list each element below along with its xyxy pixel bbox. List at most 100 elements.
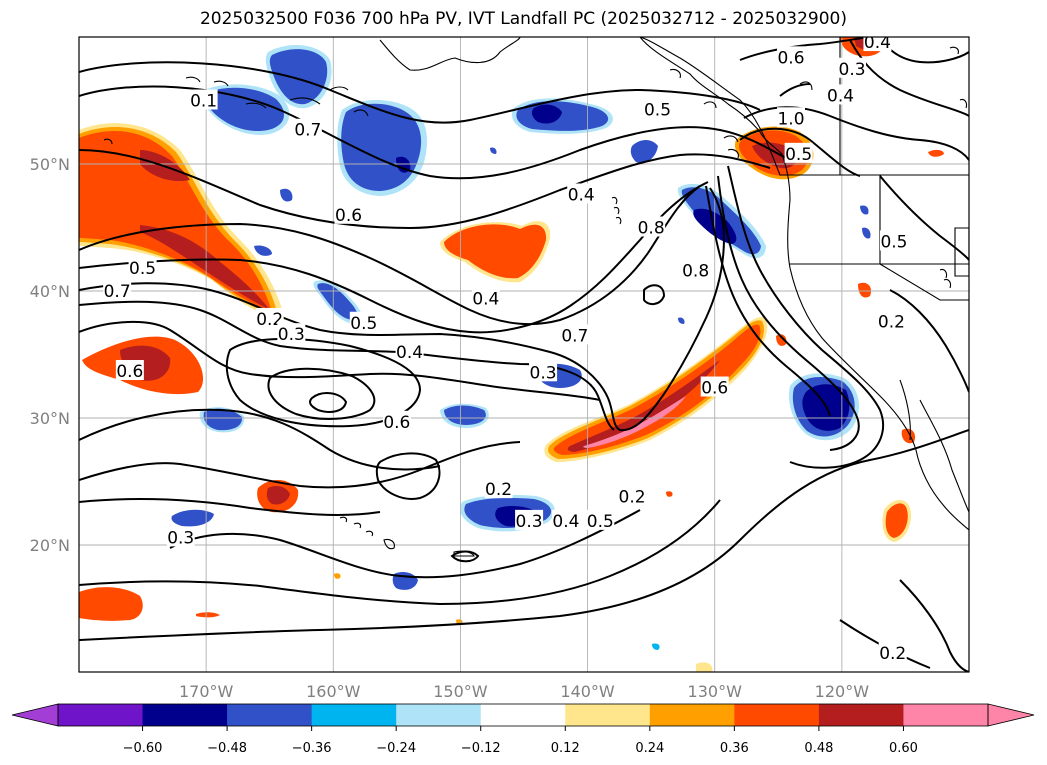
contour-label: 0.5 [129,259,156,279]
contour-label: 0.3 [278,325,305,345]
contour-label: 0.5 [880,232,907,252]
contour-label-bg [255,307,284,328]
ivt-anomaly-fill [79,37,944,672]
contour-label-bg [471,287,500,308]
lon-tick-label: 130°W [688,682,743,701]
contour-label: 0.2 [878,312,905,332]
contour-label: 0.3 [839,60,866,80]
pv-contours [79,37,969,672]
colorbar-tick-label: 0.12 [551,741,580,756]
contour-label: 1.0 [777,109,804,129]
colorbar-tick-label: −0.36 [292,741,332,756]
contour-label: 0.4 [568,185,595,205]
colorbar-max-extend [987,703,1035,727]
contour-label-bg [700,376,729,397]
contour-label: 0.6 [701,379,728,399]
contour-label-bg [586,509,615,530]
colorbar-min-extend [11,703,59,727]
contour-labels: 0.10.70.20.30.50.70.60.60.50.40.60.40.40… [103,33,908,664]
contour-label: 0.6 [777,48,804,68]
lat-tick-label: 50°N [30,155,70,174]
contour-label: 0.4 [552,512,579,532]
contour-label: 0.4 [472,290,499,310]
contour-label-bg [395,340,424,361]
lon-tick-label: 120°W [815,682,870,701]
contour-label-bg [166,526,195,547]
contour-label: 0.5 [587,512,614,532]
lat-tick-label: 20°N [30,536,70,555]
contour-label-bg [681,259,710,280]
contour-label-bg [484,478,513,499]
colorbar-segment [227,704,313,726]
contour-label-bg [349,311,378,332]
contour-label: 0.4 [864,33,891,53]
colorbar-segment [480,704,566,726]
contour-label-bg [777,107,805,128]
contour-label-bg [551,509,580,530]
contour-label-bg [618,485,647,506]
colorbar-tick-label: 0.48 [804,741,833,756]
axis-ticks: 170°W 160°W 150°W 140°W 130°W 120°W 20°N 30°N 40… [30,155,870,701]
contour-label: 0.1 [190,92,217,112]
contour-label-bg [115,360,144,381]
colorbar-tick-label: −0.48 [207,741,247,756]
colorbar-segment [649,704,735,726]
contour-label-bg [826,84,855,105]
contour-label: 0.7 [561,326,588,346]
contour-label-bg [643,98,672,119]
lon-tick-label: 140°W [560,682,615,701]
map-frame [78,36,970,673]
contour-label-bg [189,89,218,110]
contour-label-bg [863,37,892,52]
contour-label-bg [838,57,867,78]
colorbar-segment [396,704,482,726]
contour-label-bg [784,142,813,163]
colorbar-tick-label: 0.60 [889,741,918,756]
contour-label-bg [529,361,558,382]
lat-tick-label: 30°N [30,409,70,428]
contour-label: 0.3 [516,512,543,532]
colorbar-frame [57,703,989,727]
colorbar-segment [142,704,228,726]
lon-tick-label: 170°W [179,682,234,701]
contour-label-bg [382,410,411,431]
colorbar-segment [311,704,397,726]
colorbar-segment [818,704,904,726]
contour-label: 0.6 [116,362,143,382]
contour-label-bg [567,183,596,204]
figure-title: 2025032500 F036 700 hPa PV, IVT Landfall… [199,9,847,29]
contour-label-bg [878,641,907,662]
contour-label: 0.7 [104,282,131,302]
contour-label: 0.4 [396,343,423,363]
contour-label-bg [777,46,805,67]
contour-label: 0.2 [619,488,646,508]
colorbar-tick-label: −0.60 [123,741,163,756]
contour-label: 0.4 [827,86,854,106]
contour-label: 0.6 [335,206,362,226]
colorbar-segment [58,704,144,726]
contour-label-bg [293,118,322,139]
colorbar: −0.60 −0.48 −0.36 −0.24 −0.12 0.12 0.24 0.36 0.4… [11,703,1035,756]
contour-label-bg [560,324,589,345]
contour-label-bg [103,280,132,300]
contour-label-bg [877,310,906,331]
contour-label-bg [637,216,666,237]
contour-label: 0.3 [530,363,557,383]
colorbar-tick-label: −0.12 [461,741,501,756]
contour-label: 0.2 [256,310,283,330]
contour-label: 0.7 [294,121,321,141]
contour-label-bg [277,323,306,344]
contour-label: 0.8 [638,219,665,239]
lon-tick-label: 150°W [433,682,488,701]
contour-label: 0.5 [644,100,671,120]
contour-label-bg [879,230,908,251]
contour-label-bg [515,509,544,530]
contour-label: 0.2 [485,480,512,500]
contour-label: 0.5 [350,314,377,334]
colorbar-tick-label: 0.24 [635,741,664,756]
contour-label-bg [334,203,363,224]
lat-tick-label: 40°N [30,282,70,301]
colorbar-segment [734,704,820,726]
contour-label-bg [128,257,157,278]
colorbar-segment [565,704,651,726]
